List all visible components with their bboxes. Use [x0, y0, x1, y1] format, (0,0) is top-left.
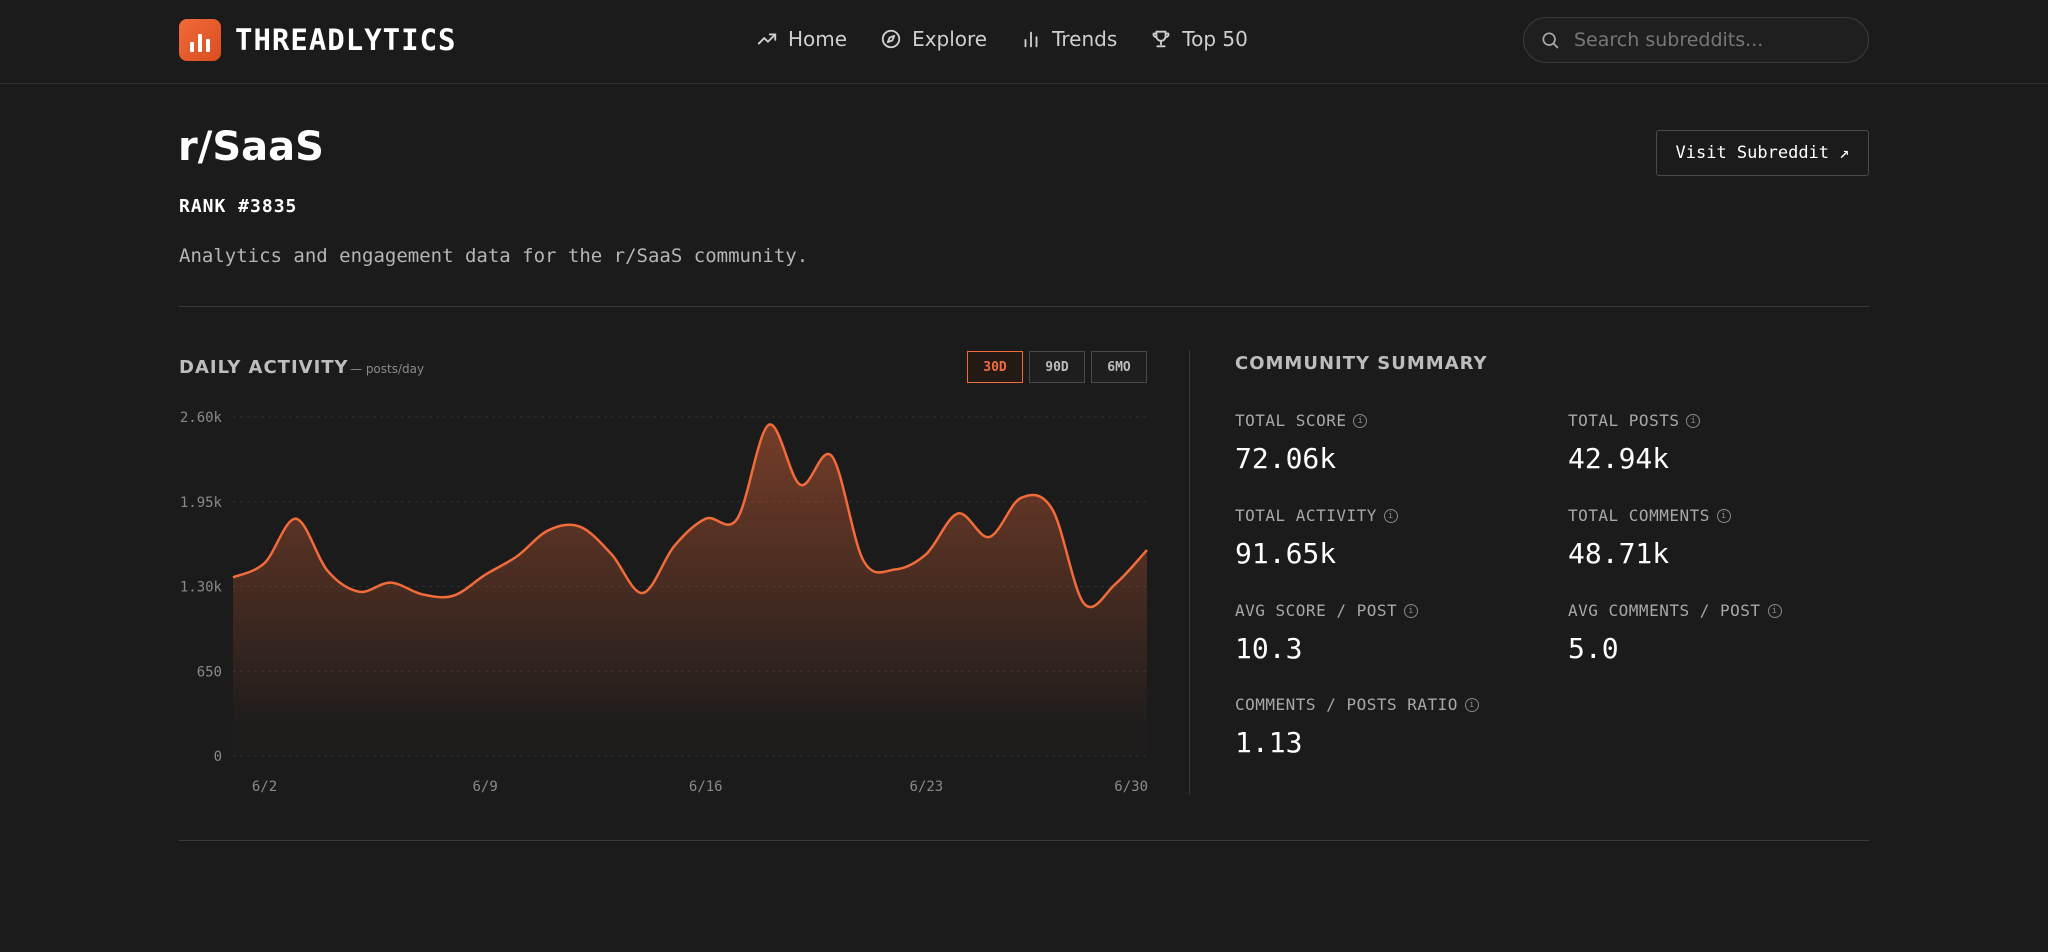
info-icon[interactable]: i — [1383, 508, 1398, 523]
search-icon — [1542, 32, 1559, 49]
logo-icon — [179, 19, 221, 61]
activity-unit: — posts/day — [350, 362, 425, 376]
y-tick-label: 1.30k — [180, 580, 223, 596]
logo[interactable]: THREADLYTICS — [179, 19, 457, 61]
activity-title: DAILY ACTIVITY — [179, 357, 349, 378]
stat-value: 42.94k — [1568, 442, 1670, 475]
stat-label-text: AVG COMMENTS / POST — [1568, 601, 1761, 620]
x-tick-label: 6/2 — [252, 779, 277, 795]
stat-label-text: TOTAL SCORE — [1235, 411, 1347, 430]
stat-label-text: AVG SCORE / POST — [1235, 601, 1398, 620]
main-nav: Home Explore Trends Top 50 — [756, 27, 1281, 51]
activity-line — [232, 423, 1148, 609]
y-tick-label: 650 — [197, 664, 222, 680]
range-selector: 30D 90D 6MO — [967, 351, 1153, 383]
range-90d-button[interactable]: 90D — [1029, 351, 1085, 383]
y-tick-label: 1.95k — [180, 495, 223, 511]
page-description: Analytics and engagement data for the r/… — [179, 245, 809, 267]
stat-label: TOTAL SCORE i — [1235, 411, 1368, 430]
stat-item: TOTAL POSTS i 42.94k — [1568, 411, 1701, 475]
nav-top-50[interactable]: Top 50 — [1150, 27, 1248, 51]
trophy-icon — [1152, 30, 1170, 48]
trending-up-icon — [757, 33, 777, 45]
x-tick-label: 6/9 — [472, 779, 497, 795]
activity-chart: 0 650 1.30k 1.95k 2.60k 6/2 6/9 6/16 6/23 6/30 — [180, 410, 1148, 795]
nav-explore[interactable]: Explore — [880, 27, 987, 51]
nav-trends-label: Trends — [1052, 27, 1118, 51]
nav-home-label: Home — [788, 27, 848, 51]
x-tick-label: 6/30 — [1114, 779, 1148, 795]
search-box[interactable] — [1523, 17, 1869, 63]
nav-explore-label: Explore — [912, 27, 988, 51]
stat-item: COMMENTS / POSTS RATIO i 1.13 — [1235, 695, 1479, 759]
stat-label: AVG COMMENTS / POST i — [1568, 601, 1782, 620]
range-30d-button[interactable]: 30D — [967, 351, 1023, 383]
info-icon[interactable]: i — [1404, 603, 1419, 618]
stat-label: TOTAL COMMENTS i — [1568, 506, 1731, 525]
nav-home[interactable]: Home — [756, 27, 847, 51]
stat-item: AVG COMMENTS / POST i 5.0 — [1568, 601, 1782, 665]
app-name: THREADLYTICS — [235, 23, 457, 57]
stat-label-text: TOTAL POSTS — [1568, 411, 1680, 430]
stat-label: COMMENTS / POSTS RATIO i — [1235, 695, 1479, 714]
info-icon[interactable]: i — [1686, 413, 1701, 428]
stat-value: 72.06k — [1235, 442, 1337, 475]
stat-item: TOTAL SCORE i 72.06k — [1235, 411, 1368, 475]
search-input[interactable] — [1572, 28, 1856, 52]
stat-label: TOTAL ACTIVITY i — [1235, 506, 1398, 525]
y-tick-label: 0 — [214, 749, 222, 765]
activity-area — [233, 424, 1147, 756]
stat-value: 1.13 — [1235, 726, 1303, 759]
vertical-divider — [1189, 350, 1190, 795]
stat-label: TOTAL POSTS i — [1568, 411, 1701, 430]
info-icon[interactable]: i — [1716, 508, 1731, 523]
summary-title: COMMUNITY SUMMARY — [1235, 353, 1488, 374]
x-tick-label: 6/23 — [910, 779, 944, 795]
stat-item: TOTAL COMMENTS i 48.71k — [1568, 506, 1731, 570]
bottom-divider — [179, 840, 1869, 841]
stat-value: 91.65k — [1235, 537, 1337, 570]
info-icon[interactable]: i — [1464, 697, 1479, 712]
range-6mo-button[interactable]: 6MO — [1091, 351, 1147, 383]
stat-value: 5.0 — [1568, 632, 1619, 665]
stat-label-text: TOTAL ACTIVITY — [1235, 506, 1377, 525]
stat-label-text: COMMENTS / POSTS RATIO — [1235, 695, 1458, 714]
top-bar: THREADLYTICS Home Explore Trends Top 50 — [0, 0, 2048, 84]
stat-item: AVG SCORE / POST i 10.3 — [1235, 601, 1419, 665]
nav-top-50-label: Top 50 — [1182, 27, 1248, 51]
nav-trends[interactable]: Trends — [1020, 27, 1117, 51]
visit-subreddit-button[interactable]: Visit Subreddit ↗ — [1656, 130, 1869, 176]
bar-chart-icon — [1024, 31, 1038, 48]
stat-label: AVG SCORE / POST i — [1235, 601, 1419, 620]
stat-label-text: TOTAL COMMENTS — [1568, 506, 1710, 525]
rank-label: RANK #3835 — [179, 196, 298, 217]
stat-item: TOTAL ACTIVITY i 91.65k — [1235, 506, 1398, 570]
info-icon[interactable]: i — [1767, 603, 1782, 618]
compass-icon — [881, 29, 901, 49]
x-tick-label: 6/16 — [689, 779, 723, 795]
info-icon[interactable]: i — [1353, 413, 1368, 428]
stat-value: 48.71k — [1568, 537, 1670, 570]
y-tick-label: 2.60k — [180, 410, 223, 426]
page-title: r/SaaS — [178, 124, 324, 170]
section-divider — [179, 306, 1869, 307]
stat-value: 10.3 — [1235, 632, 1303, 665]
